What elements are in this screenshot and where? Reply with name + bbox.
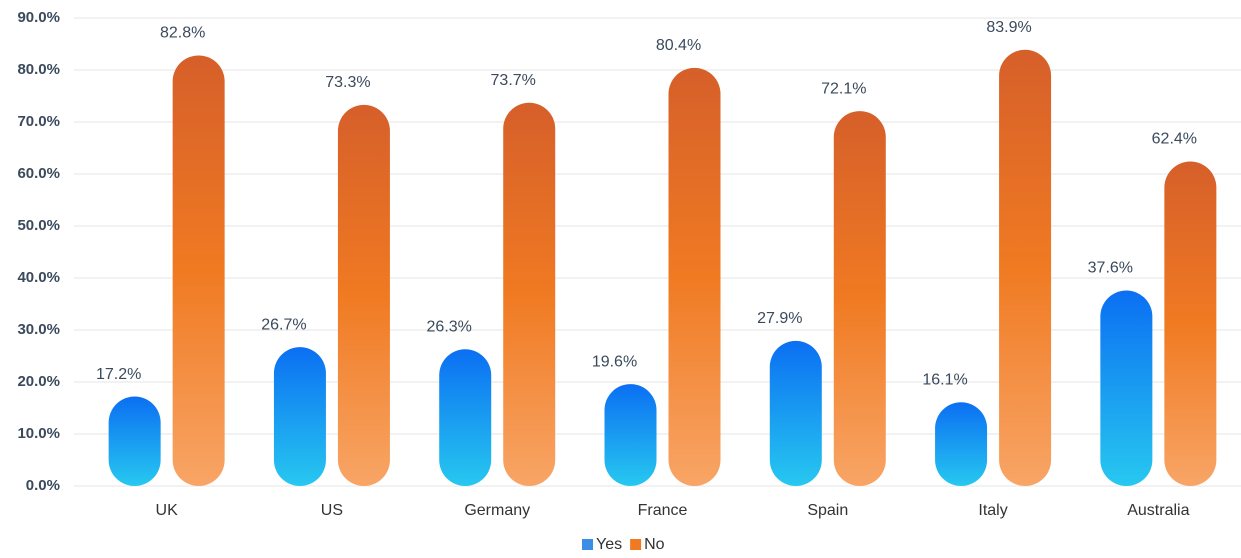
value-label: 80.4%: [656, 37, 701, 54]
value-label: 26.7%: [261, 316, 306, 333]
bar: [337, 104, 390, 486]
value-label: 17.2%: [96, 366, 141, 383]
y-tick-label: 80.0%: [17, 61, 60, 78]
y-tick-label: 40.0%: [17, 269, 60, 286]
bar: [1164, 161, 1217, 486]
y-tick-label: 60.0%: [17, 165, 60, 182]
value-label: 73.3%: [325, 74, 370, 91]
bar: [172, 55, 225, 486]
bar: [999, 49, 1052, 486]
bar: [833, 111, 886, 486]
value-label: 27.9%: [757, 310, 802, 327]
x-tick-label: US: [321, 502, 343, 519]
bar: [668, 67, 721, 487]
y-tick-label: 50.0%: [17, 217, 60, 234]
value-label: 26.3%: [427, 318, 472, 335]
x-tick-label: France: [638, 502, 688, 519]
value-label: 72.1%: [821, 80, 866, 97]
bar: [604, 384, 657, 486]
bar: [935, 402, 988, 486]
y-tick-label: 30.0%: [17, 321, 60, 338]
value-label: 16.1%: [922, 371, 967, 388]
value-label: 73.7%: [491, 72, 536, 89]
x-tick-label: UK: [156, 502, 179, 519]
x-tick-label: Australia: [1127, 502, 1189, 519]
bar: [273, 347, 326, 486]
y-tick-label: 10.0%: [17, 425, 60, 442]
legend-label: No: [644, 536, 665, 553]
value-label: 83.9%: [986, 19, 1031, 36]
x-tick-label: Spain: [807, 502, 848, 519]
y-tick-label: 90.0%: [17, 9, 60, 26]
bar: [108, 396, 161, 486]
legend-label: Yes: [596, 536, 622, 553]
bar: [503, 102, 556, 486]
legend-swatch: [582, 539, 593, 550]
value-label: 19.6%: [592, 353, 637, 370]
bar: [1100, 290, 1153, 486]
bar: [769, 340, 822, 486]
value-label: 37.6%: [1088, 260, 1133, 277]
legend-swatch: [630, 539, 642, 550]
value-label: 82.8%: [160, 25, 205, 42]
value-label: 62.4%: [1152, 131, 1197, 148]
y-tick-label: 20.0%: [17, 373, 60, 390]
bar: [439, 349, 492, 486]
y-tick-label: 0.0%: [26, 477, 60, 494]
y-tick-label: 70.0%: [17, 113, 60, 130]
x-tick-label: Germany: [464, 502, 530, 519]
x-tick-label: Italy: [978, 502, 1007, 519]
